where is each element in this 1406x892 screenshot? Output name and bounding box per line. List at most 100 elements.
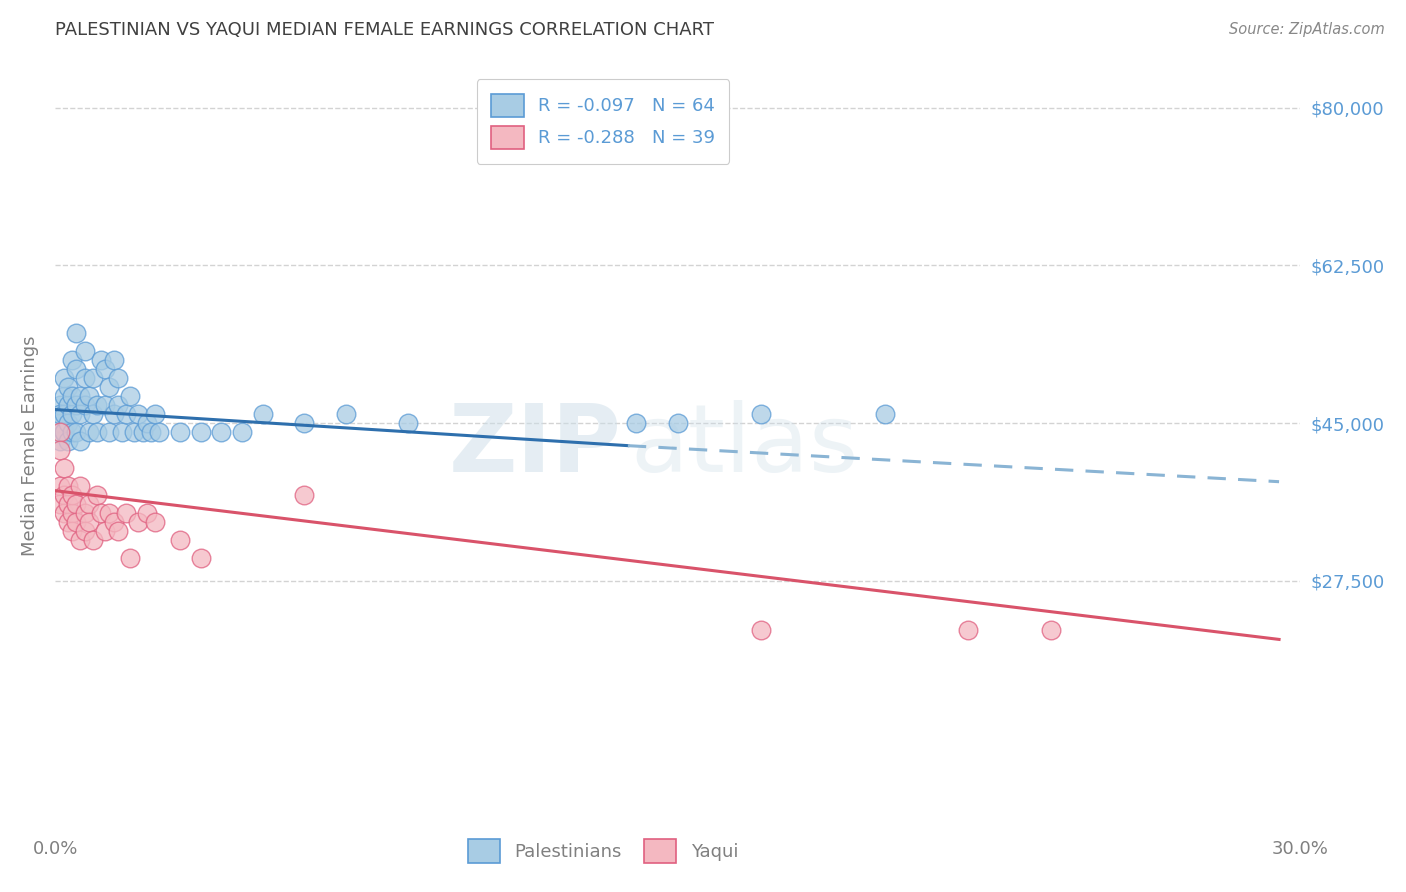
Point: [107, 371, 129, 385]
Point: [73, 344, 96, 359]
Point: [190, 425, 212, 439]
Point: [56, 497, 79, 511]
Point: [624, 416, 647, 430]
Point: [48, 443, 70, 458]
Point: [135, 506, 157, 520]
Point: [65, 362, 87, 376]
Point: [48, 398, 70, 412]
Point: [60, 524, 83, 539]
Point: [73, 506, 96, 520]
Point: [335, 407, 357, 421]
Point: [77, 425, 100, 439]
Point: [90, 506, 112, 520]
Point: [94, 524, 117, 539]
Point: [69, 479, 91, 493]
Y-axis label: Median Female Earnings: Median Female Earnings: [21, 335, 39, 556]
Point: [1039, 624, 1062, 638]
Point: [56, 434, 79, 449]
Point: [56, 398, 79, 412]
Point: [86, 425, 108, 439]
Point: [115, 506, 138, 520]
Point: [52, 488, 75, 502]
Point: [65, 515, 87, 529]
Point: [124, 425, 146, 439]
Point: [120, 389, 142, 403]
Point: [73, 524, 96, 539]
Point: [52, 425, 75, 439]
Point: [48, 434, 70, 449]
Point: [209, 425, 232, 439]
Point: [131, 425, 153, 439]
Point: [82, 371, 104, 385]
Point: [77, 515, 100, 529]
Point: [77, 389, 100, 403]
Text: Source: ZipAtlas.com: Source: ZipAtlas.com: [1229, 22, 1385, 37]
Point: [666, 416, 689, 430]
Point: [65, 425, 87, 439]
Point: [56, 515, 79, 529]
Point: [60, 353, 83, 368]
Point: [956, 624, 979, 638]
Point: [69, 434, 91, 449]
Point: [65, 398, 87, 412]
Point: [115, 407, 138, 421]
Point: [65, 326, 87, 340]
Point: [48, 416, 70, 430]
Point: [190, 551, 212, 566]
Point: [120, 551, 142, 566]
Point: [73, 398, 96, 412]
Point: [231, 425, 253, 439]
Text: atlas: atlas: [630, 400, 859, 491]
Point: [60, 506, 83, 520]
Point: [56, 416, 79, 430]
Point: [292, 416, 315, 430]
Point: [86, 398, 108, 412]
Point: [148, 425, 170, 439]
Text: ZIP: ZIP: [449, 400, 621, 491]
Point: [107, 524, 129, 539]
Point: [48, 425, 70, 439]
Point: [107, 398, 129, 412]
Point: [252, 407, 274, 421]
Point: [48, 497, 70, 511]
Point: [98, 425, 121, 439]
Point: [749, 624, 772, 638]
Point: [90, 353, 112, 368]
Point: [127, 407, 149, 421]
Legend: Palestinians, Yaqui: Palestinians, Yaqui: [453, 825, 752, 877]
Point: [69, 533, 91, 548]
Point: [86, 488, 108, 502]
Point: [127, 515, 149, 529]
Point: [873, 407, 896, 421]
Point: [135, 416, 157, 430]
Point: [60, 425, 83, 439]
Point: [98, 506, 121, 520]
Point: [98, 380, 121, 394]
Point: [56, 479, 79, 493]
Point: [52, 407, 75, 421]
Point: [396, 416, 419, 430]
Point: [60, 407, 83, 421]
Point: [73, 371, 96, 385]
Point: [82, 533, 104, 548]
Point: [52, 425, 75, 439]
Point: [82, 407, 104, 421]
Text: PALESTINIAN VS YAQUI MEDIAN FEMALE EARNINGS CORRELATION CHART: PALESTINIAN VS YAQUI MEDIAN FEMALE EARNI…: [55, 21, 714, 39]
Point: [48, 479, 70, 493]
Point: [69, 407, 91, 421]
Point: [52, 389, 75, 403]
Point: [77, 497, 100, 511]
Point: [56, 380, 79, 394]
Point: [60, 389, 83, 403]
Point: [111, 425, 134, 439]
Point: [143, 407, 166, 421]
Point: [139, 425, 162, 439]
Point: [749, 407, 772, 421]
Point: [65, 497, 87, 511]
Point: [292, 488, 315, 502]
Point: [60, 488, 83, 502]
Point: [169, 533, 191, 548]
Point: [169, 425, 191, 439]
Point: [103, 353, 125, 368]
Point: [48, 407, 70, 421]
